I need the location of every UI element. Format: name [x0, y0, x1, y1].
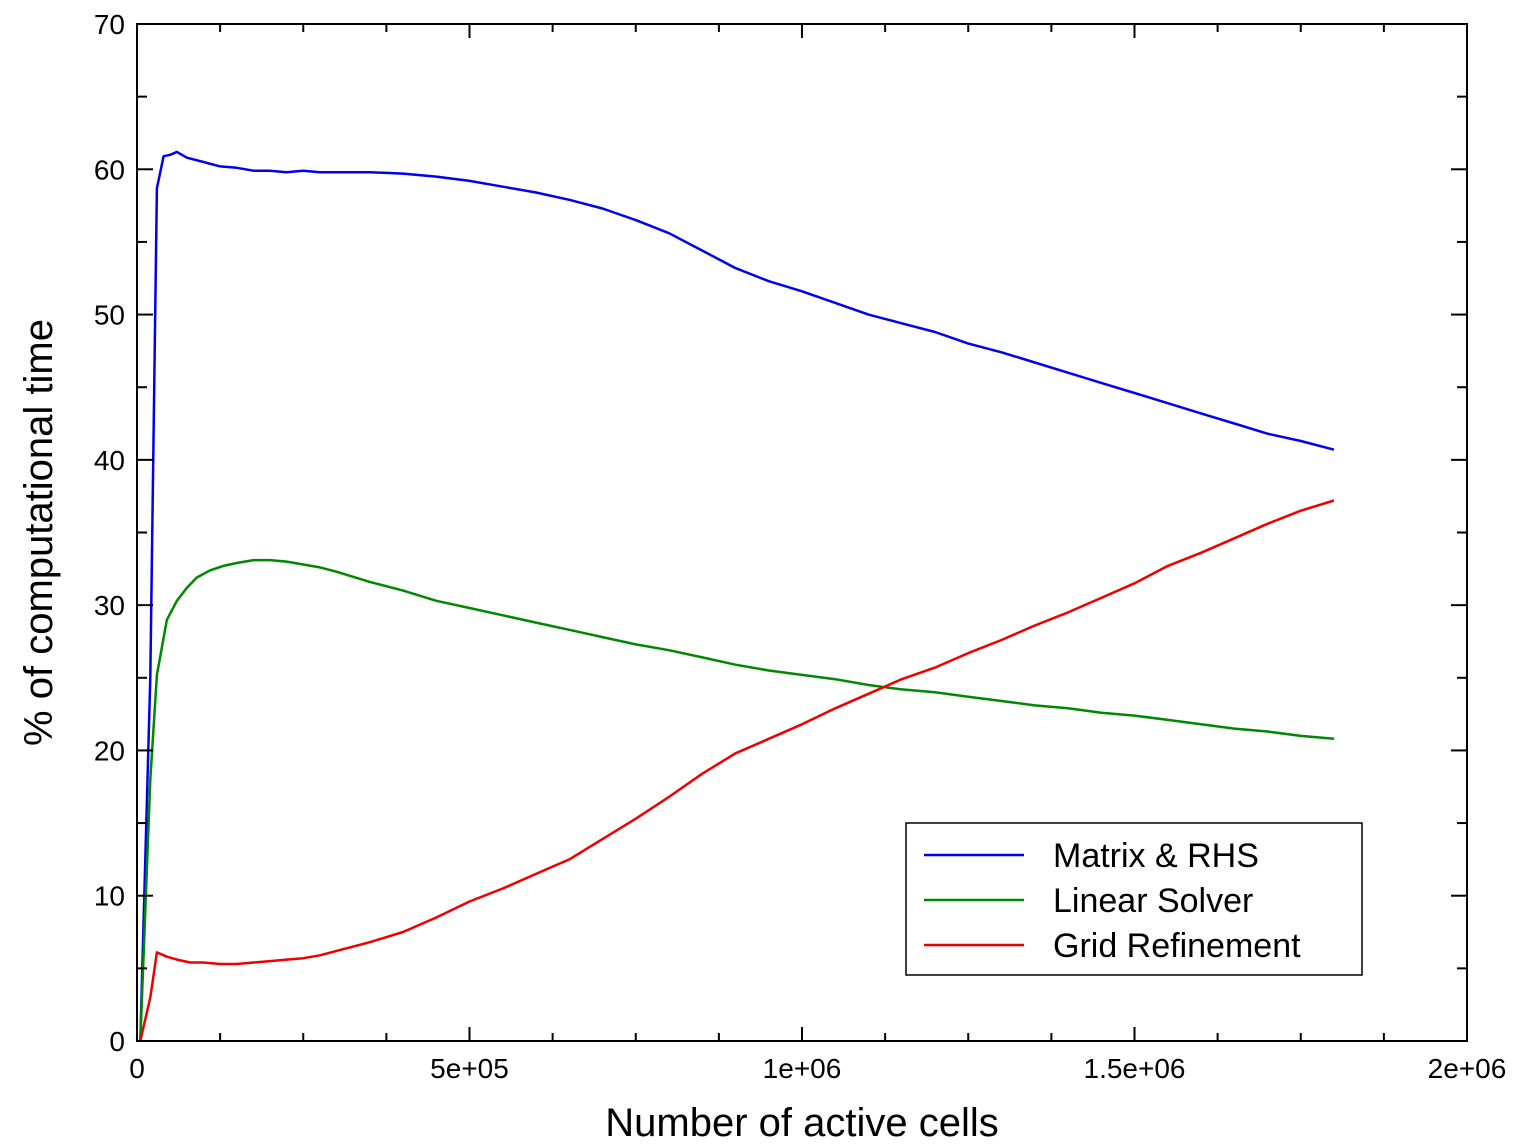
x-tick-label: 1e+06	[763, 1053, 842, 1084]
legend-label-1: Linear Solver	[1053, 882, 1253, 920]
series-line-1	[139, 558, 1335, 1042]
y-tick-label: 40	[94, 445, 125, 476]
x-axis-title: Number of active cells	[605, 1101, 998, 1144]
y-axis-title: % of computational time	[17, 319, 61, 746]
plot-lines	[139, 150, 1335, 1042]
x-tick-label: 5e+05	[430, 1053, 509, 1084]
y-tick-label: 0	[109, 1026, 125, 1057]
x-tick-label: 0	[129, 1053, 145, 1084]
y-tick-label: 30	[94, 590, 125, 621]
series-line-2	[139, 499, 1335, 1042]
x-tick-label: 2e+06	[1428, 1053, 1507, 1084]
legend: Matrix & RHS Linear Solver Grid Refinement	[905, 822, 1363, 976]
axis-ticks	[136, 23, 1468, 1042]
x-tick-label: 1.5e+06	[1084, 1053, 1186, 1084]
y-tick-label: 60	[94, 154, 125, 185]
legend-label-2: Grid Refinement	[1053, 927, 1301, 965]
axis-tick-labels: 0 5e+05 1e+06 1.5e+06 2e+06 0 10 20 30 40 50 60 70	[94, 9, 1506, 1084]
series-line-0	[139, 150, 1335, 1042]
y-tick-label: 10	[94, 881, 125, 912]
legend-label-0: Matrix & RHS	[1053, 837, 1259, 875]
y-tick-label: 50	[94, 300, 125, 331]
y-tick-label: 20	[94, 735, 125, 766]
y-tick-label: 70	[94, 9, 125, 40]
